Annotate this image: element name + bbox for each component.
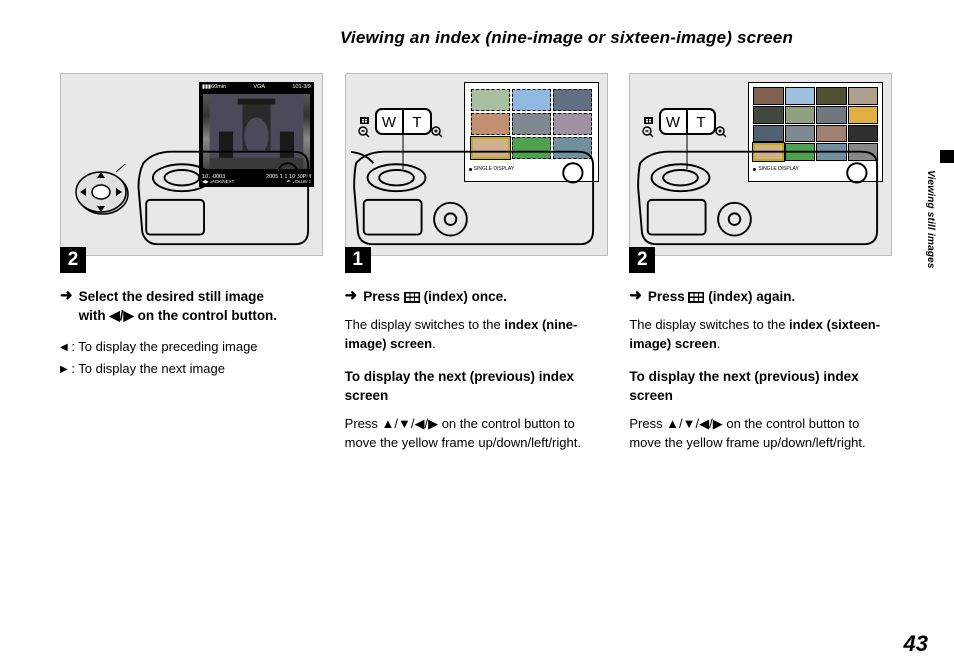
index-icon xyxy=(404,289,420,304)
column-3: SINGLE DISPLAY W T xyxy=(629,73,894,453)
thumbnail xyxy=(753,125,784,143)
camera-body-drawing-2 xyxy=(351,144,602,250)
step-title-2: ➜ Press (index) once. xyxy=(345,288,610,307)
step-chip-1: 2 xyxy=(60,247,86,273)
zoom-wt-button: W T xyxy=(660,109,715,137)
thumbnail xyxy=(785,106,816,124)
lcd-top-row: ▮▮▮60min VGA 101-3/9 xyxy=(202,84,311,90)
page-title: Viewing an index (nine-image or sixteen-… xyxy=(340,28,894,48)
step-title-text-1: Select the desired still image with ◀/▶ … xyxy=(79,288,277,326)
thumbnail xyxy=(785,125,816,143)
page-number: 43 xyxy=(904,631,928,657)
step-title-3: ➜ Press (index) again. xyxy=(629,288,894,307)
folder-counter: 101-3/9 xyxy=(292,84,311,90)
thumbnail xyxy=(816,87,847,105)
body-3-2: Press ▲/▼/◀/▶ on the control button to m… xyxy=(629,414,894,453)
thumbnail xyxy=(785,87,816,105)
arrow-icon: ➜ xyxy=(60,288,73,326)
thumbnail xyxy=(848,87,879,105)
thumbnail xyxy=(753,106,784,124)
thumbnail xyxy=(471,89,510,111)
thumbnail xyxy=(553,89,592,111)
camera-body-drawing-3 xyxy=(635,144,886,250)
step-chip-2: 1 xyxy=(345,247,371,273)
svg-text:T: T xyxy=(412,114,421,131)
step-title-text-3: Press (index) again. xyxy=(648,288,795,307)
arrow-icon: ➜ xyxy=(345,288,358,307)
next-image-desc: ▶ : To display the next image xyxy=(60,358,325,380)
step-chip-3: 2 xyxy=(629,247,655,273)
thumbnail xyxy=(816,106,847,124)
body-3-1: The display switches to the index (sixte… xyxy=(629,315,894,354)
illustration-3: SINGLE DISPLAY W T xyxy=(629,73,894,263)
thumbnail xyxy=(816,125,847,143)
index-icon xyxy=(688,289,704,304)
key-list: ◀ : To display the preceding image ▶ : T… xyxy=(60,336,325,380)
illustration-box-2: SINGLE DISPLAY W T xyxy=(345,73,608,256)
subhead-2: To display the next (previous) index scr… xyxy=(345,368,610,406)
thumbnail xyxy=(512,113,551,135)
illustration-1: ▮▮▮60min VGA 101-3/9 xyxy=(60,73,325,263)
side-label: Viewing still images xyxy=(925,170,936,269)
page-root: Viewing an index (nine-image or sixteen-… xyxy=(0,0,954,672)
thumbnail xyxy=(512,89,551,111)
illustration-box-3: SINGLE DISPLAY W T xyxy=(629,73,892,256)
column-2: SINGLE DISPLAY W T xyxy=(345,73,610,453)
illustration-2: SINGLE DISPLAY W T xyxy=(345,73,610,263)
columns: ▮▮▮60min VGA 101-3/9 xyxy=(60,73,894,453)
side-tab-marker xyxy=(940,150,954,163)
vga-label: VGA xyxy=(253,84,265,90)
thumbnail xyxy=(753,87,784,105)
illustration-box-1: ▮▮▮60min VGA 101-3/9 xyxy=(60,73,323,256)
step-title-text-2: Press (index) once. xyxy=(363,288,507,307)
prev-image-desc: ◀ : To display the preceding image xyxy=(60,336,325,358)
svg-text:T: T xyxy=(697,114,706,131)
svg-text:W: W xyxy=(382,114,397,131)
thumbnail xyxy=(553,113,592,135)
body-2-2: Press ▲/▼/◀/▶ on the control button to m… xyxy=(345,414,610,453)
zoom-wt-button: W T xyxy=(376,109,431,137)
column-1: ▮▮▮60min VGA 101-3/9 xyxy=(60,73,325,453)
thumbnail xyxy=(848,106,879,124)
thumbnail xyxy=(848,125,879,143)
arrow-icon: ➜ xyxy=(629,288,642,307)
subhead-3: To display the next (previous) index scr… xyxy=(629,368,894,406)
camera-body-drawing-1 xyxy=(66,144,317,250)
svg-text:W: W xyxy=(666,114,681,131)
battery-indicator: ▮▮▮60min xyxy=(202,84,226,90)
step-title-1: ➜ Select the desired still image with ◀/… xyxy=(60,288,325,326)
thumbnail xyxy=(471,113,510,135)
body-2-1: The display switches to the index (nine-… xyxy=(345,315,610,354)
